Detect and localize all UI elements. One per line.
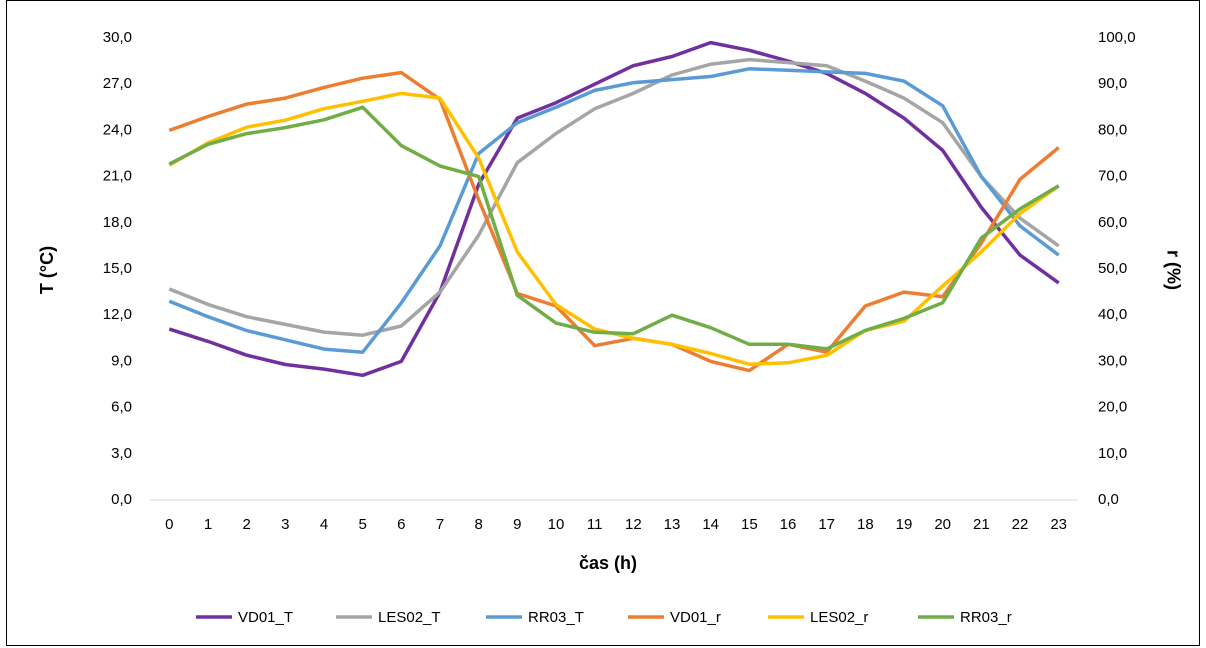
legend-label: VD01_r bbox=[670, 609, 721, 626]
legend-label: VD01_T bbox=[238, 609, 293, 626]
legend-label: LES02_T bbox=[378, 609, 441, 626]
x-tick-label: 23 bbox=[1050, 516, 1067, 533]
y-tick-label: 9,0 bbox=[111, 352, 132, 369]
x-tick-label: 17 bbox=[818, 516, 835, 533]
y2-tick-label: 60,0 bbox=[1098, 214, 1127, 231]
x-tick-label: 15 bbox=[741, 516, 758, 533]
y-axis-title: T (°C) bbox=[37, 246, 57, 294]
legend-label: RR03_r bbox=[960, 609, 1012, 626]
x-tick-label: 6 bbox=[397, 516, 405, 533]
y2-tick-label: 100,0 bbox=[1098, 29, 1136, 46]
x-tick-label: 4 bbox=[320, 516, 328, 533]
legend-label: LES02_r bbox=[810, 609, 868, 626]
x-tick-label: 14 bbox=[702, 516, 719, 533]
x-tick-label: 18 bbox=[857, 516, 874, 533]
x-axis-title: čas (h) bbox=[579, 553, 637, 573]
series-line bbox=[168, 70, 1060, 373]
y-tick-label: 6,0 bbox=[111, 399, 132, 416]
chart-frame bbox=[6, 0, 1200, 646]
y2-tick-label: 90,0 bbox=[1098, 75, 1127, 92]
series-line bbox=[168, 67, 1060, 354]
y-tick-label: 21,0 bbox=[103, 168, 132, 185]
y2-tick-label: 80,0 bbox=[1098, 121, 1127, 138]
y-tick-label: 24,0 bbox=[103, 121, 132, 138]
x-tick-label: 3 bbox=[281, 516, 289, 533]
series-line bbox=[168, 105, 1060, 351]
x-tick-label: 9 bbox=[513, 516, 521, 533]
x-tick-label: 16 bbox=[780, 516, 797, 533]
legend-label: RR03_T bbox=[528, 609, 584, 626]
x-tick-label: 5 bbox=[358, 516, 366, 533]
y-tick-label: 0,0 bbox=[111, 491, 132, 508]
y-tick-label: 3,0 bbox=[111, 445, 132, 462]
x-tick-label: 2 bbox=[242, 516, 250, 533]
y-tick-label: 15,0 bbox=[103, 260, 132, 277]
x-tick-label: 1 bbox=[204, 516, 212, 533]
x-tick-label: 0 bbox=[165, 516, 173, 533]
y2-tick-label: 0,0 bbox=[1098, 491, 1119, 508]
x-tick-label: 19 bbox=[896, 516, 913, 533]
y2-tick-label: 10,0 bbox=[1098, 445, 1127, 462]
y2-tick-label: 30,0 bbox=[1098, 352, 1127, 369]
x-tick-label: 21 bbox=[973, 516, 990, 533]
x-tick-label: 8 bbox=[474, 516, 482, 533]
x-tick-label: 13 bbox=[664, 516, 681, 533]
y2-tick-label: 70,0 bbox=[1098, 168, 1127, 185]
y-tick-label: 12,0 bbox=[103, 306, 132, 323]
x-tick-label: 20 bbox=[934, 516, 951, 533]
x-tick-label: 7 bbox=[436, 516, 444, 533]
y2-axis-title: r (%) bbox=[1163, 250, 1183, 290]
x-tick-label: 10 bbox=[548, 516, 565, 533]
y-tick-label: 27,0 bbox=[103, 75, 132, 92]
series-line bbox=[168, 57, 1060, 337]
y-tick-label: 18,0 bbox=[103, 214, 132, 231]
x-tick-label: 12 bbox=[625, 516, 642, 533]
x-tick-label: 22 bbox=[1012, 516, 1029, 533]
x-tick-label: 11 bbox=[587, 516, 603, 533]
y-tick-label: 30,0 bbox=[103, 29, 132, 46]
y2-tick-label: 40,0 bbox=[1098, 306, 1127, 323]
y2-tick-label: 50,0 bbox=[1098, 260, 1127, 277]
series-line bbox=[168, 40, 1060, 378]
y2-tick-label: 20,0 bbox=[1098, 399, 1127, 416]
